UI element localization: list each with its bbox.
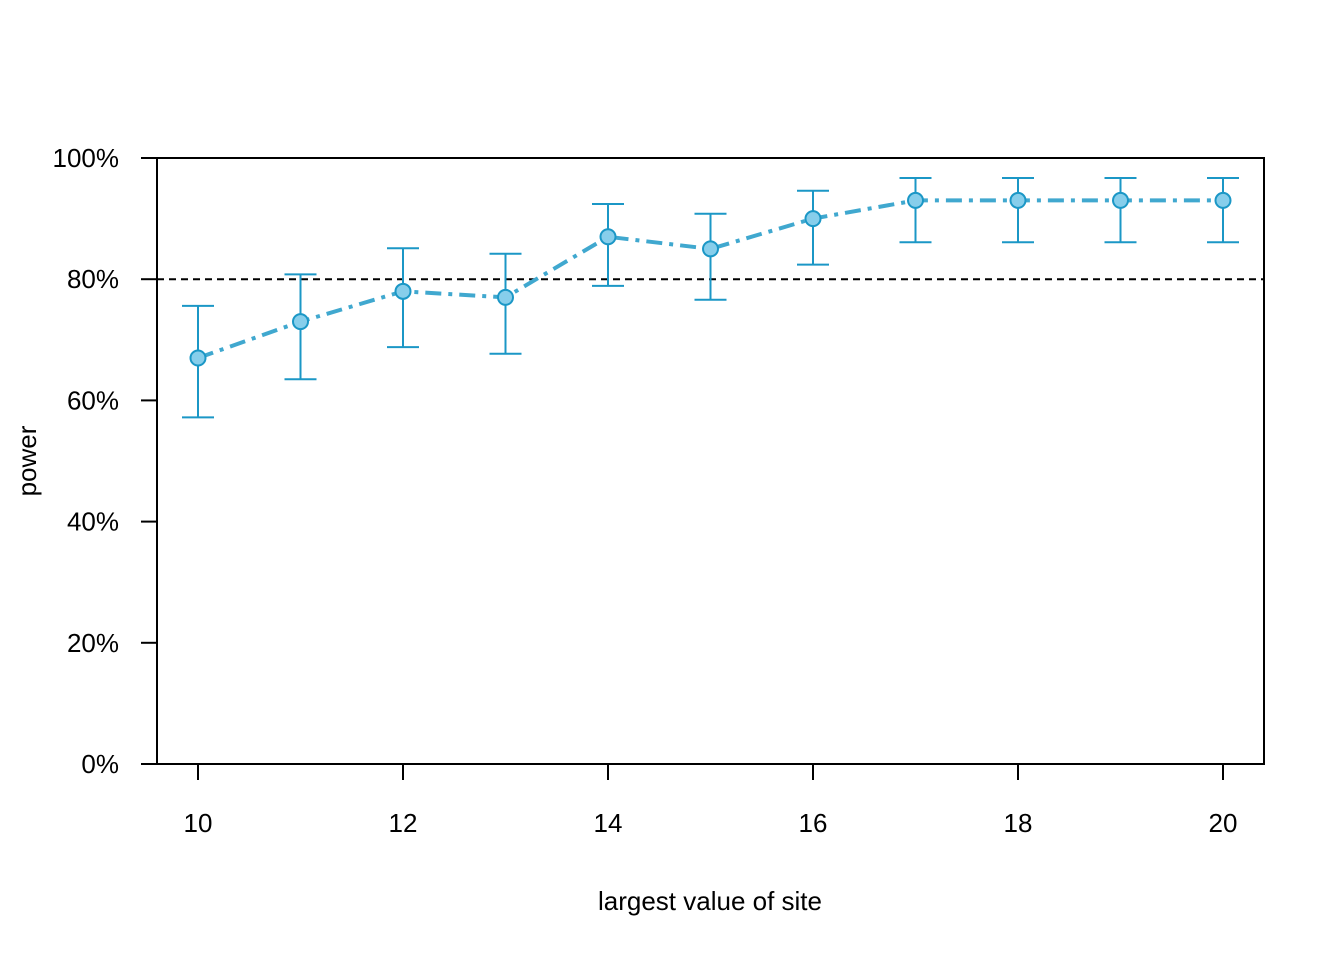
x-tick-label: 14	[594, 808, 623, 838]
x-tick-label: 16	[799, 808, 828, 838]
x-axis-title: largest value of site	[598, 886, 822, 916]
data-point	[292, 313, 309, 331]
data-point	[1112, 191, 1129, 209]
x-tick-label: 10	[184, 808, 213, 838]
x-tick-label: 18	[1004, 808, 1033, 838]
data-point	[189, 349, 207, 367]
y-tick-label: 20%	[67, 628, 119, 658]
x-tick-label: 12	[389, 808, 418, 838]
data-point	[804, 210, 822, 228]
y-tick-label: 40%	[67, 507, 119, 537]
y-tick-label: 60%	[67, 385, 119, 415]
x-tick-label: 20	[1209, 808, 1238, 838]
data-point	[907, 191, 924, 209]
data-point	[394, 282, 412, 300]
data-point	[1214, 191, 1232, 209]
series-line	[197, 198, 1223, 360]
y-tick-label: 80%	[67, 264, 119, 294]
data-point	[702, 240, 719, 258]
x-axis: 10 12 14 16 18 20	[184, 764, 1238, 838]
y-axis-title: power	[12, 425, 42, 496]
y-tick-label: 100%	[53, 143, 120, 173]
y-axis: 0% 20% 40% 60% 80% 100%	[53, 143, 157, 779]
data-point	[599, 228, 617, 246]
series-layer	[182, 176, 1239, 419]
data-point	[497, 288, 514, 306]
y-tick-label: 0%	[81, 749, 119, 779]
plot-frame	[156, 157, 1265, 765]
data-point	[1009, 191, 1027, 209]
